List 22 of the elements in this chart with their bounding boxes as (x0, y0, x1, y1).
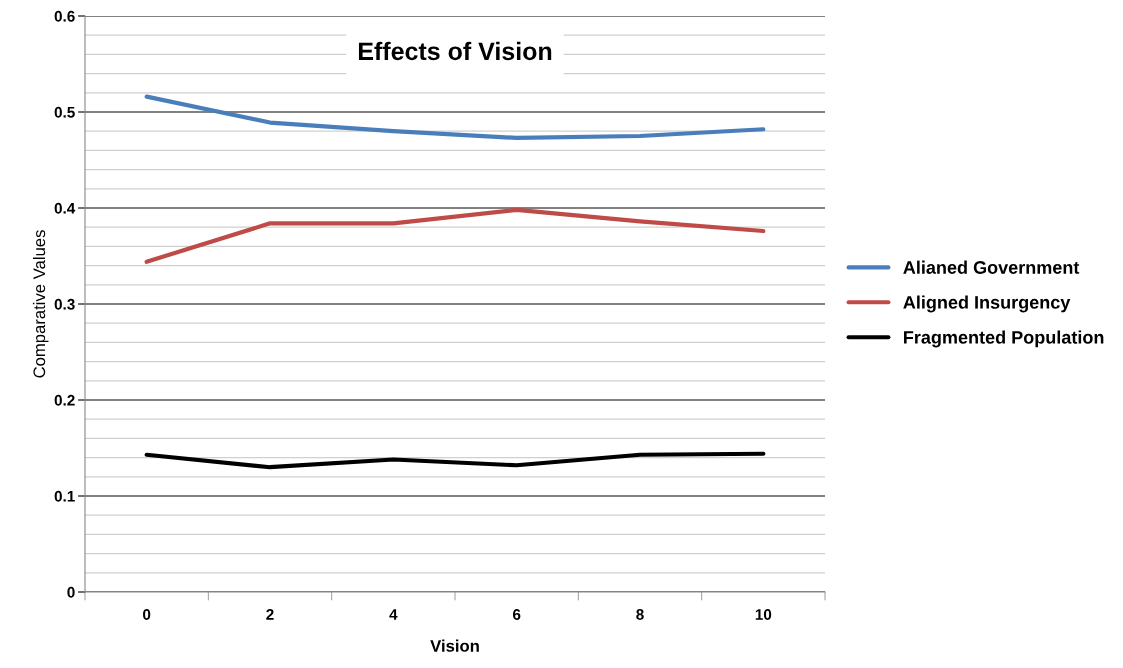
y-tick-label: 0.3 (54, 298, 75, 310)
legend-label: Fragmented Population (904, 330, 1104, 348)
x-tick-label: 4 (389, 609, 398, 620)
x-axis-title: Vision (430, 639, 479, 652)
y-tick-label: 0 (67, 586, 75, 598)
y-tick-label: 0.4 (54, 202, 76, 214)
x-tick-label: 2 (266, 609, 274, 620)
text: Effects of Vision (358, 41, 552, 61)
y-tick-label: 0.5 (54, 106, 75, 118)
x-tick-label: 0 (143, 609, 151, 620)
line-series (144, 94, 766, 141)
x-tick-label: 8 (636, 609, 644, 620)
y-tick-label: 0.2 (54, 394, 75, 406)
legend-label: Aligned Insurgency (903, 295, 1071, 313)
line-series (144, 207, 766, 264)
y-axis-title: Comparative Values (32, 230, 49, 378)
x-tick-label: 10 (755, 609, 772, 620)
x-tick-label: 6 (512, 609, 521, 620)
y-tick-label: 0.6 (54, 10, 75, 22)
y-tick-label: 0.1 (54, 490, 75, 502)
legend-label: Alianed Government (903, 260, 1080, 274)
line-series (144, 451, 766, 470)
